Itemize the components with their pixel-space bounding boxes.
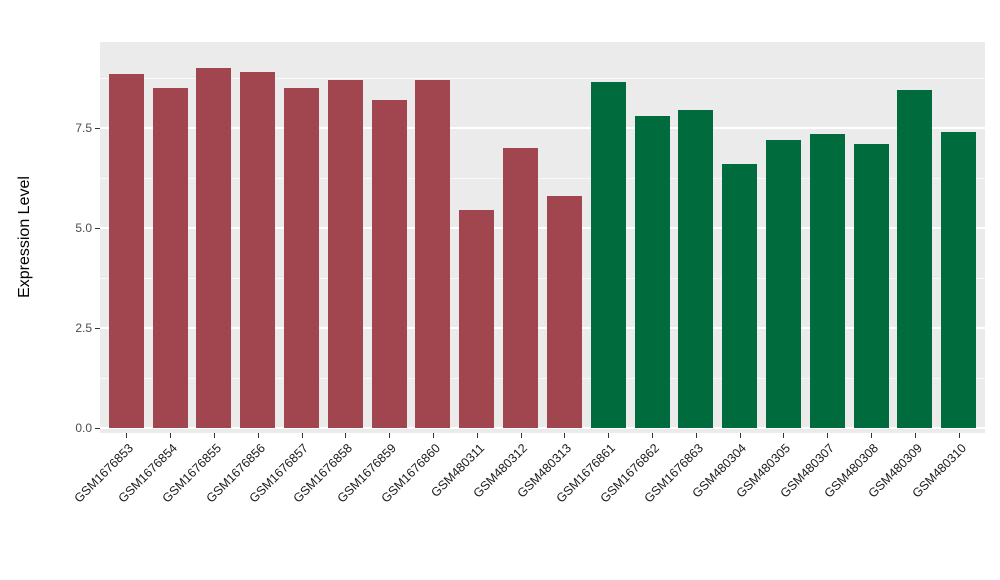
bar-GSM480311 bbox=[459, 210, 495, 428]
bar-GSM480313 bbox=[546, 196, 582, 428]
bar-GSM1676858 bbox=[327, 80, 363, 428]
x-tick-mark bbox=[739, 433, 741, 438]
bar-GSM1676860 bbox=[415, 80, 451, 428]
bar-GSM1676854 bbox=[152, 88, 188, 428]
minor-gridline bbox=[100, 378, 985, 379]
minor-gridline bbox=[100, 178, 985, 179]
bar-GSM480307 bbox=[809, 134, 845, 428]
x-tick-mark bbox=[389, 433, 391, 438]
x-tick-mark bbox=[958, 433, 960, 438]
x-tick-mark bbox=[257, 433, 259, 438]
x-tick-mark bbox=[301, 433, 303, 438]
x-tick-mark bbox=[345, 433, 347, 438]
minor-gridline bbox=[100, 278, 985, 279]
major-gridline bbox=[100, 127, 985, 129]
x-tick-mark bbox=[608, 433, 610, 438]
y-tick-mark bbox=[95, 428, 100, 429]
bar-GSM480310 bbox=[941, 132, 977, 428]
y-tick-mark bbox=[95, 128, 100, 129]
x-tick-mark bbox=[783, 433, 785, 438]
x-tick-mark bbox=[170, 433, 172, 438]
y-tick-mark bbox=[95, 328, 100, 329]
y-tick-label: 2.5 bbox=[75, 321, 92, 335]
major-gridline bbox=[100, 227, 985, 229]
y-axis-title-text: Expression Level bbox=[16, 176, 33, 298]
bar-GSM1676861 bbox=[590, 82, 626, 428]
x-tick-mark bbox=[213, 433, 215, 438]
bar-GSM1676862 bbox=[634, 116, 670, 428]
major-gridline bbox=[100, 427, 985, 429]
bar-GSM1676855 bbox=[196, 68, 232, 428]
bar-GSM480308 bbox=[853, 144, 889, 428]
y-tick-label: 7.5 bbox=[75, 121, 92, 135]
y-tick-label: 5.0 bbox=[75, 221, 92, 235]
bar-GSM480304 bbox=[722, 164, 758, 428]
x-tick-mark bbox=[914, 433, 916, 438]
bar-GSM480305 bbox=[765, 140, 801, 428]
y-tick-mark bbox=[95, 228, 100, 229]
x-tick-mark bbox=[695, 433, 697, 438]
x-tick-mark bbox=[871, 433, 873, 438]
bar-GSM1676857 bbox=[284, 88, 320, 428]
bar-GSM1676863 bbox=[678, 110, 714, 428]
y-tick-label: 0.0 bbox=[75, 421, 92, 435]
x-tick-mark bbox=[827, 433, 829, 438]
x-tick-mark bbox=[564, 433, 566, 438]
bar-GSM1676859 bbox=[371, 100, 407, 428]
x-tick-mark bbox=[476, 433, 478, 438]
minor-gridline bbox=[100, 78, 985, 79]
x-tick-mark bbox=[432, 433, 434, 438]
x-tick-mark bbox=[126, 433, 128, 438]
major-gridline bbox=[100, 327, 985, 329]
bar-GSM480309 bbox=[897, 90, 933, 428]
x-tick-mark bbox=[652, 433, 654, 438]
bar-GSM1676856 bbox=[240, 72, 276, 428]
x-tick-mark bbox=[520, 433, 522, 438]
bar-GSM1676853 bbox=[108, 74, 144, 428]
plot-panel bbox=[100, 42, 985, 433]
bar-GSM480312 bbox=[503, 148, 539, 428]
